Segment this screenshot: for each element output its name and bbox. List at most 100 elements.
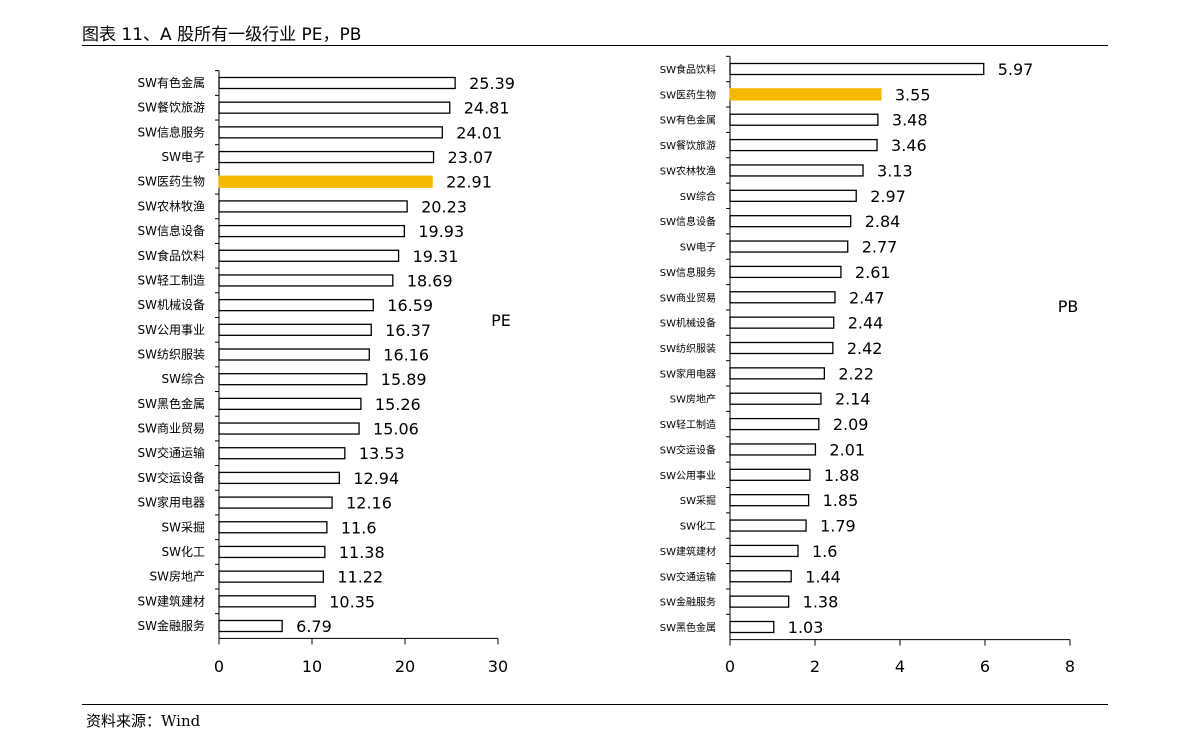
bar [729,519,807,532]
bar [729,341,834,355]
category-label: SW商业贸易 [660,291,716,304]
x-tick-label: 20 [395,657,415,676]
category-label: SW金融服务 [138,618,205,633]
bar [218,76,456,90]
bar [218,619,283,633]
category-label: SW交运设备 [660,443,716,456]
bar [218,570,324,583]
bar [729,494,810,507]
value-label: 16.16 [383,346,429,365]
x-tick-label: 6 [980,657,990,676]
value-label: 10.35 [329,592,375,611]
bar [729,468,811,481]
bar [218,521,328,534]
category-label: SW采掘 [162,519,205,534]
bar [729,240,849,253]
bar [729,367,825,380]
x-tick-label: 2 [810,657,820,676]
bar [729,291,836,304]
x-tick-label: 4 [895,657,905,676]
value-label: 2.09 [833,415,869,434]
category-label: SW轻工制造 [660,418,716,431]
category-label: SW采掘 [680,494,716,507]
value-label: 15.89 [381,370,427,389]
category-label: SW信息服务 [660,266,716,279]
category-label: SW有色金属 [138,75,205,90]
value-label: 2.42 [847,339,883,358]
bar [218,422,360,435]
category-label: SW轻工制造 [138,273,205,287]
bottom-rule [82,704,1108,705]
bar [218,200,408,213]
source-note: 资料来源：Wind [86,712,201,730]
bar-highlight [218,175,433,188]
value-label: 2.22 [838,364,874,383]
bar [729,392,822,405]
category-label: SW交通运输 [660,570,716,583]
category-label: SW纺织服装 [138,348,205,362]
bar [218,545,326,559]
category-label: SW房地产 [670,393,716,406]
value-label: 13.53 [359,444,405,463]
value-label: 15.26 [375,395,421,414]
bar [218,447,346,460]
x-tick-label: 8 [1065,657,1075,676]
value-label: 1.85 [823,491,859,510]
category-label: SW机械设备 [660,317,716,330]
bar [729,316,835,329]
value-label: 2.84 [865,212,901,231]
value-label: 19.31 [413,247,459,266]
bar [729,62,985,76]
value-label: 3.13 [877,161,913,180]
bar [218,397,362,411]
x-tick-label: 0 [214,657,224,676]
value-label: 3.46 [891,136,927,155]
category-label: SW餐饮旅游 [660,139,716,152]
value-label: 25.39 [469,74,515,93]
value-label: 2.77 [862,238,898,257]
value-label: 2.61 [855,263,891,282]
category-label: SW机械设备 [138,297,205,312]
bar [218,150,435,164]
value-label: 19.93 [418,222,464,241]
value-label: 2.44 [848,314,884,333]
category-label: SW有色金属 [660,114,716,127]
category-label: SW餐饮旅游 [138,100,205,115]
value-label: 18.69 [407,271,453,290]
x-tick-label: 0 [725,657,735,676]
category-label: SW电子 [680,241,716,254]
category-label: SW综合 [162,371,205,386]
value-label: 1.79 [820,517,856,536]
x-tick-label: 10 [302,657,322,676]
category-label: SW交通运输 [138,445,205,460]
bar [729,113,879,126]
category-label: SW商业贸易 [138,421,205,436]
series-label: PE [491,311,511,330]
value-label: 2.01 [829,440,865,459]
value-label: 15.06 [373,420,419,439]
value-label: 20.23 [421,197,467,216]
category-label: SW综合 [680,190,716,203]
bar [729,189,857,202]
value-label: 11.38 [339,543,385,562]
x-tick-label: 30 [488,657,508,676]
value-label: 1.03 [788,618,824,637]
bar [729,570,792,583]
category-label: SW交运设备 [138,470,205,485]
bar [218,323,372,336]
category-label: SW公用事业 [660,469,716,482]
value-label: 2.47 [849,288,885,307]
bar [218,274,394,287]
bar [729,620,775,634]
bar [218,595,316,608]
bar [729,443,817,456]
bar [218,249,400,262]
value-label: 11.6 [341,518,377,537]
category-label: SW信息服务 [138,124,205,139]
value-label: 5.97 [998,60,1034,79]
category-label: SW纺织服装 [660,342,716,355]
value-label: 22.91 [446,173,492,192]
category-label: SW黑色金属 [660,621,716,634]
value-label: 24.81 [464,99,510,118]
